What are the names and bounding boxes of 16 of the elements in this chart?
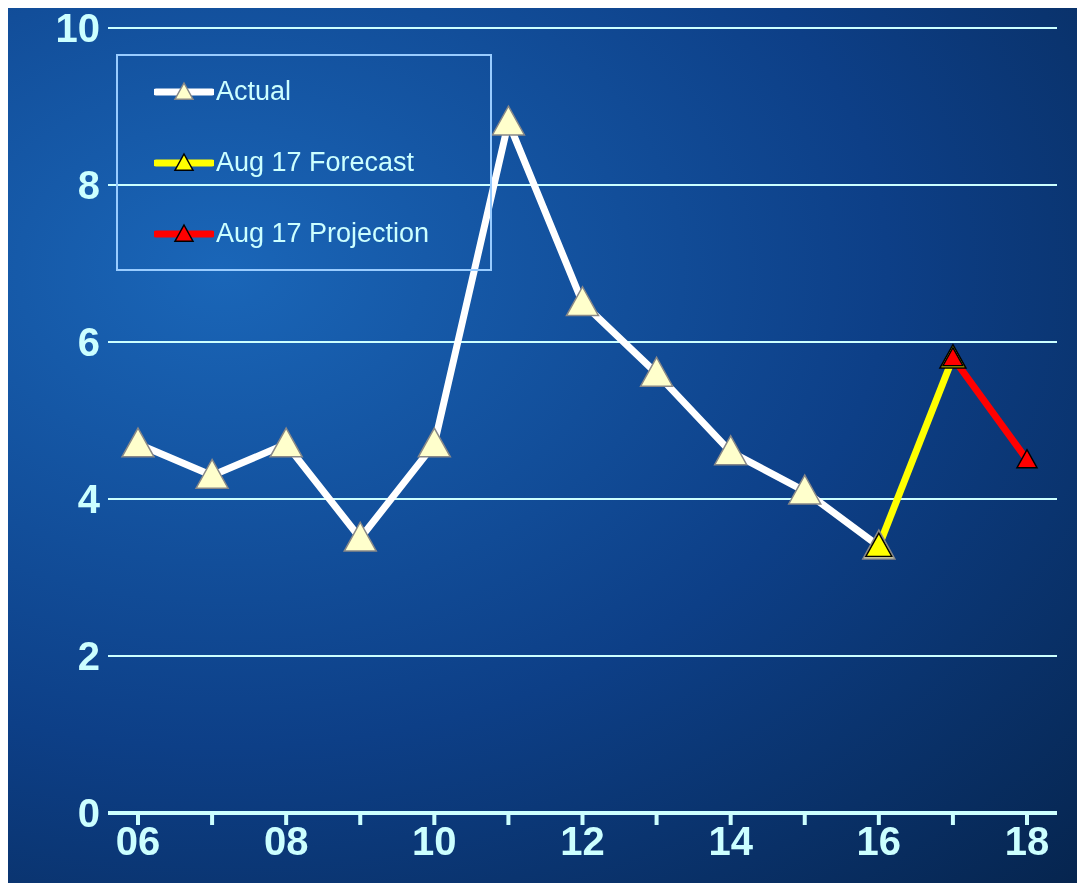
x-tick-label: 18 — [1004, 819, 1050, 864]
x-tick-label: 14 — [708, 819, 754, 864]
x-tick-label: 08 — [263, 819, 309, 864]
x-tick-label: 16 — [856, 819, 902, 864]
legend-label: Actual — [216, 76, 292, 107]
y-tick-label: 10 — [55, 6, 100, 51]
x-tick-label: 10 — [412, 819, 457, 864]
x-tick-label: 06 — [115, 819, 161, 864]
y-tick-label: 0 — [77, 791, 100, 836]
y-tick-label: 4 — [77, 477, 101, 522]
y-tick-label: 2 — [77, 634, 100, 679]
legend-label: Aug 17 Forecast — [216, 147, 415, 178]
legend-label: Aug 17 Projection — [216, 218, 430, 249]
x-tick-label: 12 — [560, 819, 605, 864]
y-tick-label: 6 — [77, 320, 100, 365]
y-tick-label: 8 — [77, 163, 100, 208]
